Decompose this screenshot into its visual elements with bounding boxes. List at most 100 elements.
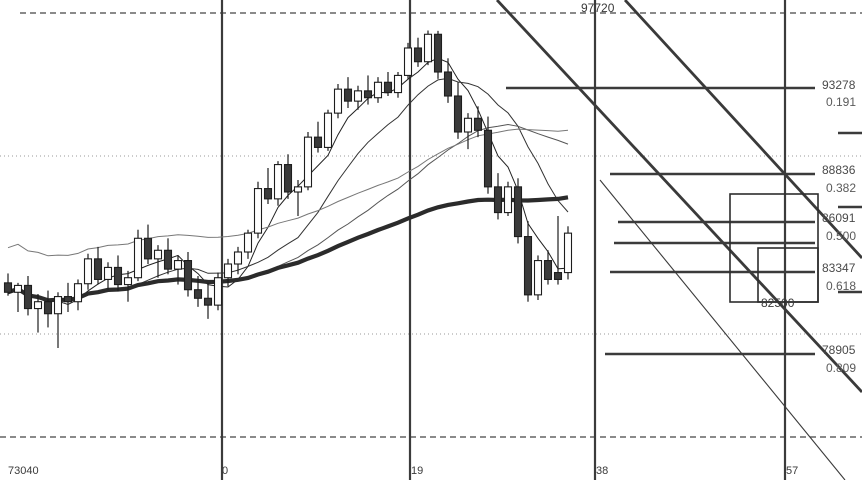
candle: [403, 42, 413, 79]
candle-body: [103, 266, 113, 280]
candle: [233, 246, 243, 275]
price-label-0500: 86091: [822, 211, 856, 225]
candle-body: [113, 266, 123, 286]
candle: [143, 224, 153, 264]
fib-label-0809: 0.809: [826, 361, 857, 375]
candle: [303, 132, 313, 191]
downtrend-parallel: [623, 0, 862, 259]
candle-body: [423, 33, 433, 63]
candle: [273, 161, 283, 206]
candle-body: [313, 136, 323, 148]
candle-body: [563, 232, 573, 274]
candle-body: [73, 283, 83, 303]
candle: [263, 168, 273, 204]
candle: [103, 262, 113, 290]
candle-body: [433, 33, 443, 73]
candle: [53, 292, 63, 348]
candle: [413, 37, 423, 67]
candle: [133, 229, 143, 282]
x-axis-tick-4: 57: [786, 465, 799, 477]
candle: [293, 180, 303, 216]
candle-body: [453, 95, 463, 133]
candle-body: [363, 90, 373, 99]
candle-body: [183, 260, 193, 291]
candle-body: [383, 81, 393, 94]
candle-body: [473, 117, 483, 131]
candle: [433, 30, 443, 79]
candle: [563, 226, 573, 280]
candle: [243, 229, 253, 259]
candle-body: [3, 282, 13, 293]
candle-body: [253, 188, 263, 234]
candle-body: [463, 117, 473, 133]
box-annotation-label: 82500: [761, 296, 795, 310]
candle: [483, 116, 493, 194]
candle: [33, 294, 43, 333]
candle: [463, 113, 473, 150]
candle: [333, 84, 343, 119]
ma-long: [7, 195, 569, 303]
fib-label-0382: 0.382: [826, 181, 857, 195]
candle: [213, 272, 223, 311]
candle: [73, 279, 83, 311]
candle-body: [293, 186, 303, 193]
candle: [373, 77, 383, 103]
candle: [203, 282, 213, 319]
ma-envelope-upper: [7, 128, 569, 257]
candle-body: [123, 277, 133, 286]
candle-body: [353, 90, 363, 102]
candle-body: [93, 258, 103, 280]
candle: [93, 246, 103, 285]
candle: [553, 216, 563, 285]
candle: [63, 282, 73, 312]
candle-body: [243, 232, 253, 253]
candle-body: [413, 47, 423, 63]
price-label-0191: 93278: [822, 78, 856, 92]
candle: [393, 72, 403, 98]
x-axis-tick-2: 19: [411, 465, 424, 477]
candle: [493, 173, 503, 220]
candle: [43, 290, 53, 328]
candle-body: [403, 47, 413, 76]
candle: [313, 121, 323, 153]
candle: [473, 106, 483, 138]
candle-body: [63, 296, 73, 303]
candle-body: [33, 301, 43, 310]
candle: [163, 238, 173, 275]
downtrend-lower: [599, 179, 846, 480]
fib-label-0618: 0.618: [826, 279, 857, 293]
x-axis-tick-3: 38: [596, 465, 609, 477]
candle: [183, 252, 193, 297]
candle: [193, 276, 203, 307]
candle-body: [553, 272, 563, 280]
candle-body: [513, 186, 523, 238]
candle: [513, 178, 523, 244]
fib-label-0500: 0.500: [826, 229, 857, 243]
downtrend-main: [495, 0, 862, 393]
candle: [343, 77, 353, 108]
candle: [253, 181, 263, 239]
candle-body: [533, 260, 543, 296]
candle-body: [333, 88, 343, 114]
candle-body: [163, 249, 173, 270]
candle: [453, 82, 463, 139]
candle: [503, 181, 513, 216]
candle-body: [493, 186, 503, 214]
candle: [3, 273, 13, 296]
candle-body: [283, 164, 293, 193]
candle: [323, 109, 333, 151]
candle-body: [153, 249, 163, 260]
candle: [223, 258, 233, 287]
fib-label-0191: 0.191: [826, 95, 857, 109]
candle-body: [373, 81, 383, 99]
swing-high-label: 97720: [581, 1, 615, 15]
x-axis-tick-0: 73040: [8, 465, 39, 477]
price-label-0809: 78905: [822, 343, 856, 357]
candle-body: [193, 289, 203, 299]
candle-body: [273, 164, 283, 200]
box-annotation-outer: [729, 193, 819, 303]
candle: [363, 75, 373, 105]
candle: [443, 58, 453, 103]
